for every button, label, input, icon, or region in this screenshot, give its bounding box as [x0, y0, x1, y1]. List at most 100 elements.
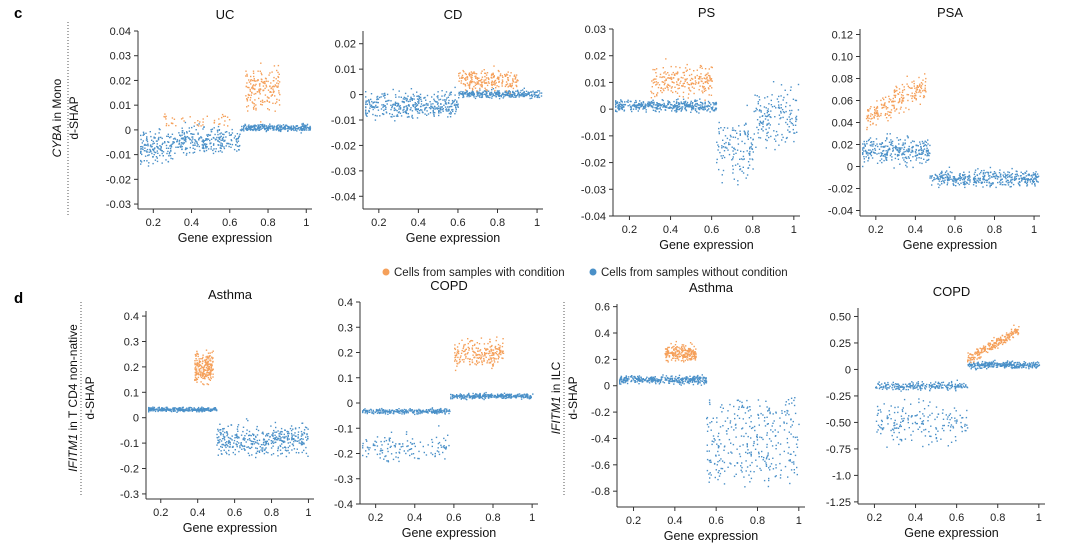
scatter-point: [893, 167, 895, 169]
scatter-point: [492, 76, 495, 78]
scatter-point: [1009, 176, 1011, 178]
scatter-point: [886, 159, 888, 161]
scatter-point: [146, 139, 148, 141]
scatter-point: [252, 126, 254, 128]
scatter-point: [200, 410, 202, 412]
scatter-point: [258, 450, 260, 452]
scatter-point: [368, 109, 370, 112]
scatter-point: [170, 157, 172, 160]
scatter-point: [241, 444, 243, 447]
scatter-point: [438, 453, 441, 456]
scatter-point: [490, 94, 492, 96]
scatter-point: [277, 86, 279, 88]
scatter-point: [251, 126, 253, 128]
scatter-point: [142, 134, 144, 136]
scatter-point: [204, 376, 206, 378]
scatter-point: [394, 94, 397, 96]
scatter-point: [189, 146, 191, 149]
scatter-point: [637, 110, 639, 112]
scatter-point: [870, 106, 872, 108]
scatter-point: [676, 81, 678, 83]
scatter-point: [757, 101, 759, 103]
scatter-point: [463, 83, 465, 85]
scatter-point: [309, 129, 311, 131]
scatter-point: [875, 112, 877, 114]
scatter-point: [204, 143, 206, 145]
scatter-point: [679, 82, 681, 84]
scatter-point: [499, 73, 502, 75]
scatter-point: [438, 411, 441, 413]
scatter-point: [998, 181, 1001, 183]
scatter-point: [790, 112, 792, 114]
scatter-point: [260, 121, 262, 123]
scatter-point: [468, 92, 471, 94]
scatter-point: [159, 149, 162, 151]
scatter-point: [464, 78, 466, 80]
scatter-point: [464, 72, 467, 75]
scatter-point: [196, 411, 198, 413]
scatter-point: [457, 106, 459, 108]
scatter-point: [673, 82, 675, 84]
scatter-point: [873, 117, 875, 119]
scatter-point: [210, 146, 212, 148]
scatter-point: [657, 86, 660, 89]
scatter-point: [886, 137, 888, 139]
scatter-point: [886, 133, 888, 135]
scatter-point: [701, 67, 703, 69]
y-tick-label: 0.03: [110, 51, 131, 63]
scatter-point: [872, 148, 874, 151]
scatter-point: [285, 450, 288, 452]
scatter-point: [685, 104, 687, 107]
scatter-point: [177, 410, 179, 412]
scatter-point: [411, 409, 414, 411]
scatter-point: [287, 128, 290, 130]
scatter-point: [1013, 179, 1016, 181]
scatter-point: [766, 115, 768, 118]
scatter-point: [436, 103, 439, 105]
scatter-point: [919, 141, 921, 143]
scatter-point: [538, 90, 541, 92]
scatter-point: [247, 110, 249, 112]
scatter-point: [249, 88, 251, 91]
scatter-point: [158, 128, 160, 130]
scatter-point: [990, 184, 992, 186]
scatter-point: [440, 111, 442, 114]
scatter-point: [692, 82, 695, 85]
scatter-point: [244, 435, 246, 437]
scatter-point: [703, 77, 706, 80]
scatter-point: [785, 137, 788, 140]
scatter-point: [222, 136, 225, 138]
scatter-point: [872, 151, 875, 153]
scatter-point: [663, 76, 666, 78]
scatter-point: [501, 75, 503, 77]
scatter-point: [898, 99, 901, 101]
scatter-point: [1009, 174, 1011, 177]
scatter-point: [768, 136, 770, 139]
scatter-point: [193, 133, 195, 135]
scatter-point: [376, 115, 378, 117]
scatter-point: [165, 144, 168, 147]
scatter-point: [899, 100, 901, 103]
scatter-point: [384, 92, 386, 95]
scatter-point: [434, 112, 436, 114]
scatter-point: [209, 363, 211, 366]
scatter-point: [767, 119, 769, 121]
scatter-point: [663, 102, 665, 105]
scatter-point: [377, 109, 380, 111]
scatter-point: [462, 76, 464, 79]
scatter-point: [464, 89, 467, 91]
scatter-point: [946, 184, 948, 186]
scatter-point: [376, 453, 379, 456]
scatter-point: [948, 177, 950, 179]
scatter-point: [899, 98, 901, 100]
scatter-point: [677, 79, 679, 81]
scatter-point: [279, 129, 281, 131]
scatter-point: [415, 105, 418, 107]
scatter-point: [407, 104, 409, 107]
scatter-point: [732, 172, 734, 174]
scatter-point: [695, 105, 697, 107]
y-tick-label: -0.04: [828, 206, 853, 218]
scatter-point: [273, 80, 275, 82]
scatter-point: [644, 105, 646, 107]
scatter-point: [493, 75, 495, 77]
